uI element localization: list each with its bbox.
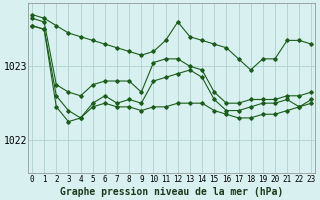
X-axis label: Graphe pression niveau de la mer (hPa): Graphe pression niveau de la mer (hPa) xyxy=(60,186,283,197)
